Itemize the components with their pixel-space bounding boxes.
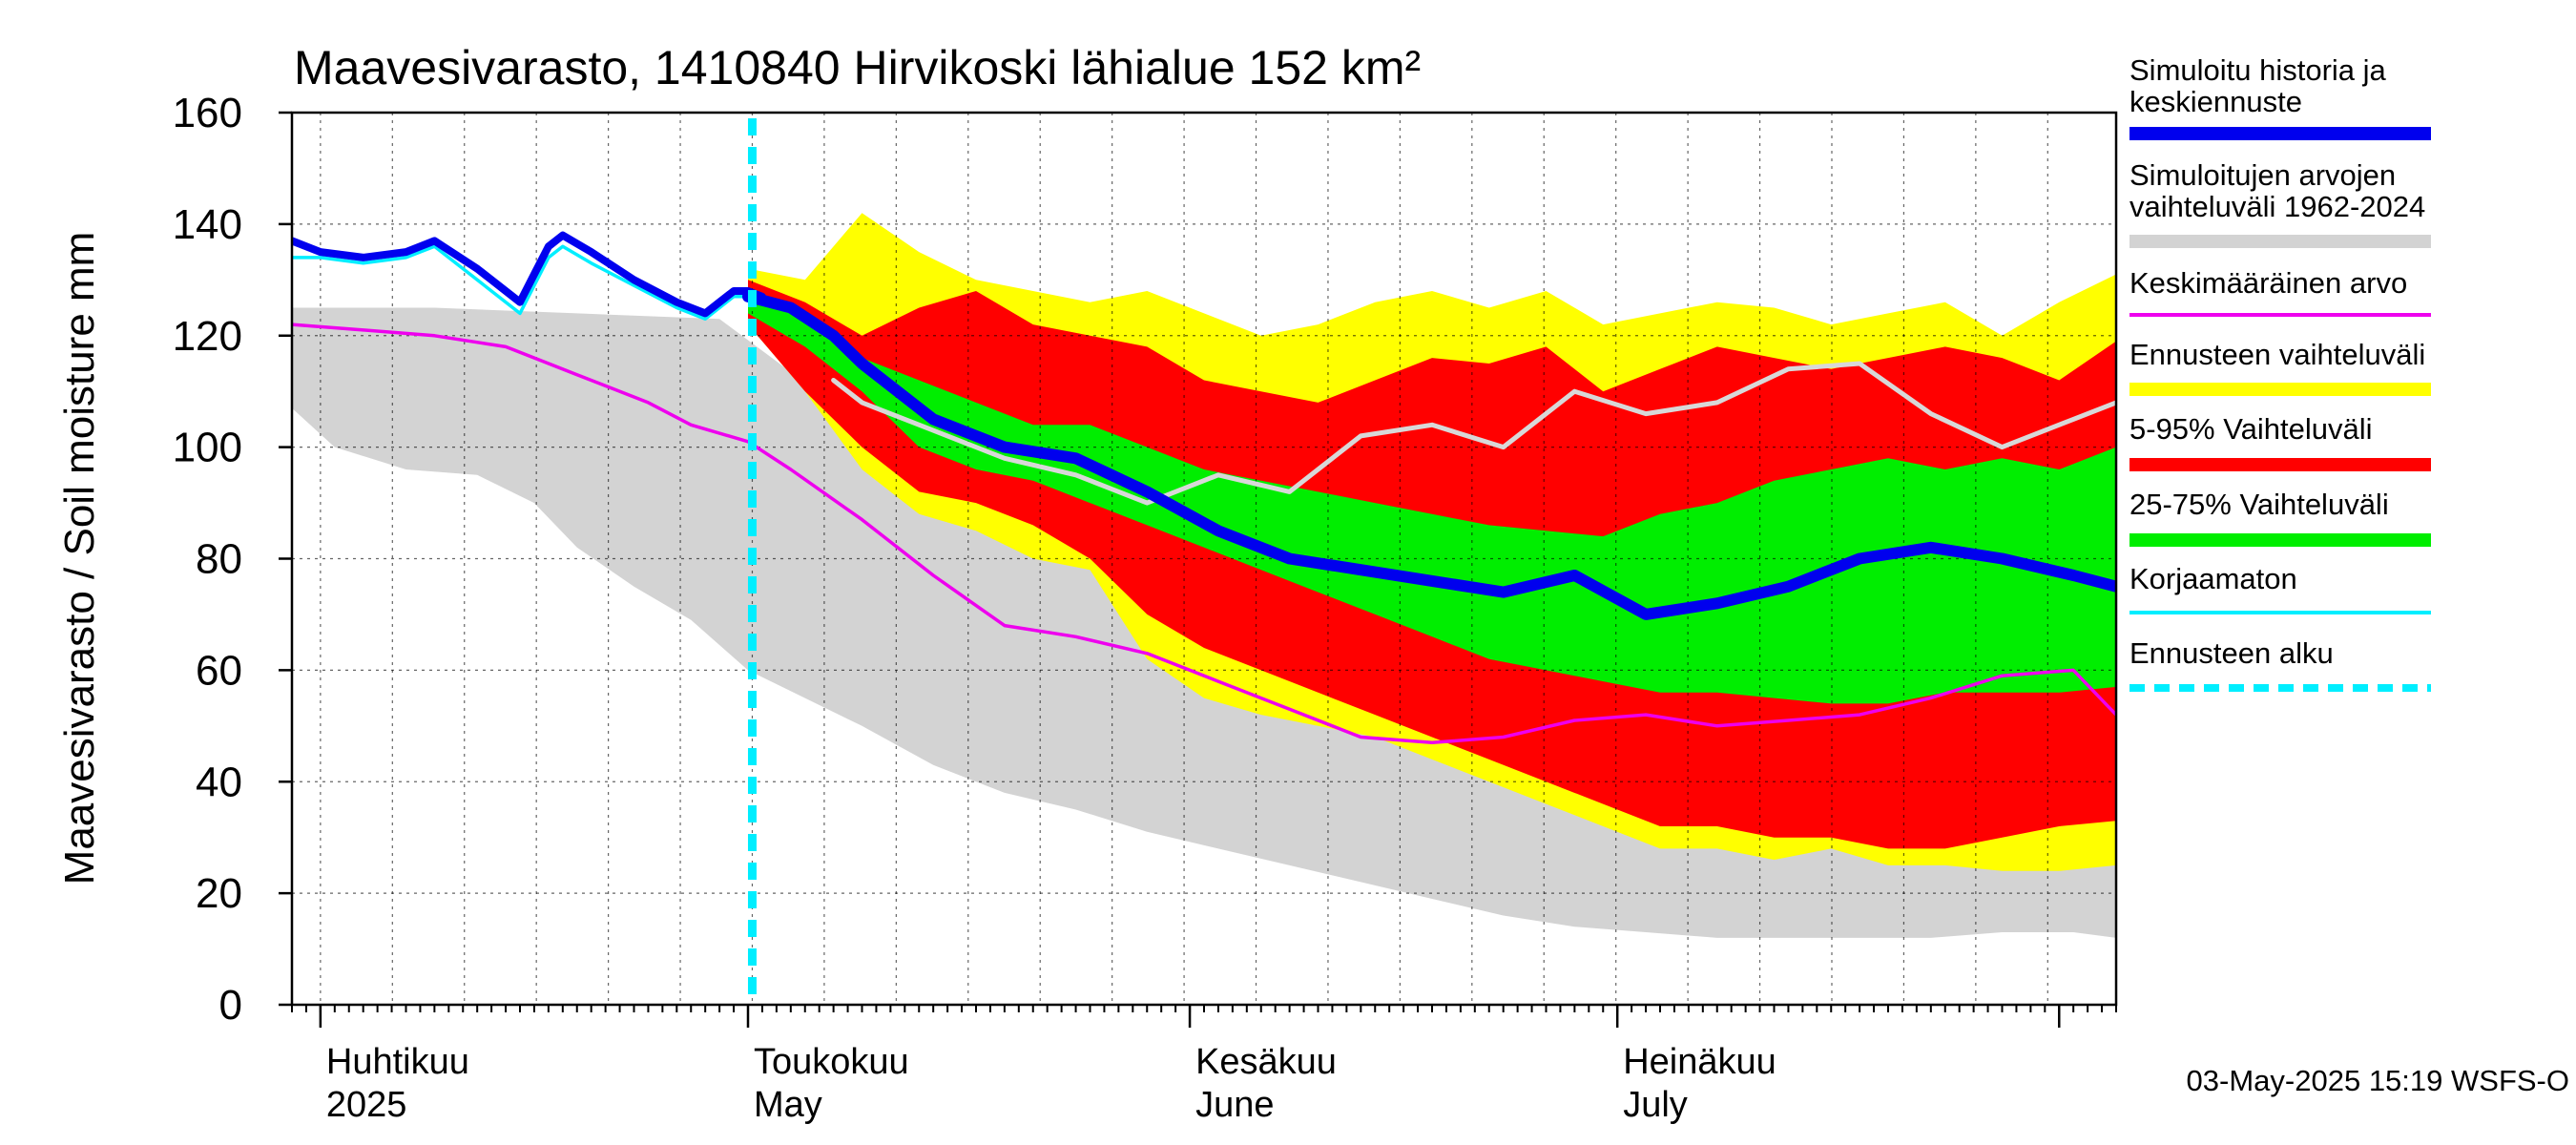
y-tick-label: 100 [173,425,242,471]
plot-area [292,213,2116,938]
legend-label: keskiennuste [2129,85,2302,118]
y-tick-label: 0 [219,982,242,1029]
simulated-year-line [831,361,2116,506]
month-label-en: 2025 [326,1085,407,1125]
y-tick-label: 40 [196,759,242,805]
plot-lines [292,118,2116,1005]
mean-line [292,323,2116,745]
month-label-fi: Huhtikuu [326,1042,469,1082]
month-label-fi: Toukokuu [754,1042,909,1082]
chart-title: Maavesivarasto, 1410840 Hirvikoski lähia… [294,41,1421,94]
footer-timestamp: 03-May-2025 15:19 WSFS-O [2187,1064,2569,1097]
legend-label: Ennusteen vaihteluväli [2129,338,2425,371]
legend-label: 25-75% Vaihteluväli [2129,488,2389,521]
month-label-fi: Heinäkuu [1623,1042,1776,1082]
y-axis-label: Maavesivarasto / Soil moisture mm [56,232,103,885]
y-tick-label: 20 [196,870,242,917]
legend-label: Keskimääräinen arvo [2129,266,2407,300]
y-tick-label: 140 [173,201,242,248]
legend-label: 5-95% Vaihteluväli [2129,412,2372,446]
axes: 0 20 40 60 80 100 120 140 160 [173,90,2118,1029]
legend-label: Simuloitujen arvojen [2129,158,2396,192]
y-tick-label: 120 [173,313,242,360]
month-label-fi: Kesäkuu [1195,1042,1337,1082]
legend-label: Ennusteen alku [2129,636,2334,670]
month-label-en: June [1195,1085,1274,1125]
history-line [292,231,766,318]
legend-label: Korjaamaton [2129,562,2297,595]
p25-75-band [748,291,2116,704]
legend-label: Simuloitu historia ja [2129,53,2387,87]
y-tick-label: 80 [196,536,242,583]
median-forecast-line [742,290,2116,620]
month-label-en: May [754,1085,822,1125]
y-tick-label: 60 [196,647,242,694]
uncorrected-line [292,244,764,321]
month-label-en: July [1623,1085,1688,1125]
y-tick-label: 160 [173,90,242,136]
legend-label: vaihteluväli 1962-2024 [2129,190,2425,223]
